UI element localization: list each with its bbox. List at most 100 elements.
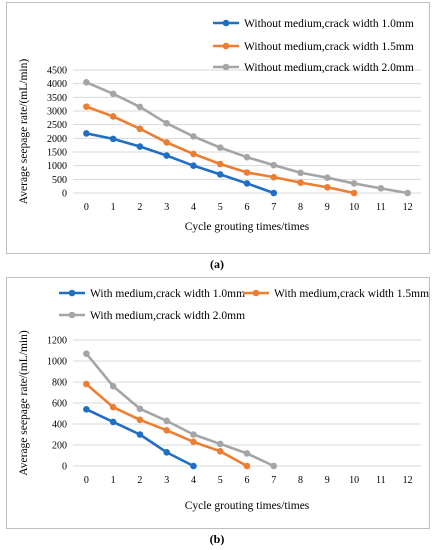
data-point xyxy=(216,440,224,448)
y-axis-title: Average seepage rate/(mL/min) xyxy=(18,330,30,476)
x-tick-label: 2 xyxy=(137,475,142,486)
x-tick-label: 10 xyxy=(349,475,359,486)
data-point xyxy=(83,350,90,357)
y-tick-label: 1000 xyxy=(47,161,67,172)
y-tick-label: 2000 xyxy=(47,134,67,145)
caption-b: (b) xyxy=(209,532,225,546)
data-point xyxy=(83,79,90,86)
data-point xyxy=(136,143,144,150)
data-point xyxy=(136,125,144,133)
data-point xyxy=(136,405,144,413)
data-point xyxy=(243,169,251,176)
data-point xyxy=(270,161,278,169)
x-tick-label: 12 xyxy=(403,475,413,486)
series-line-1 xyxy=(85,132,276,195)
y-tick-label: 800 xyxy=(52,378,67,389)
x-tick-label: 1 xyxy=(111,202,116,213)
data-point xyxy=(163,139,170,146)
data-point xyxy=(377,185,385,192)
data-point xyxy=(163,427,170,434)
data-point xyxy=(163,152,170,159)
data-point xyxy=(109,113,117,120)
data-point xyxy=(270,173,278,181)
data-point xyxy=(216,160,224,168)
data-point xyxy=(83,406,90,413)
data-point xyxy=(109,135,117,143)
data-point xyxy=(190,438,197,446)
x-tick-label: 9 xyxy=(325,202,330,213)
data-point xyxy=(216,171,224,178)
x-tick-label: 12 xyxy=(403,202,413,213)
data-point xyxy=(136,103,144,111)
data-point xyxy=(297,179,304,186)
y-axis-title: Average seepage rate/(mL/min) xyxy=(18,59,30,205)
data-point xyxy=(136,431,144,438)
data-point xyxy=(109,382,117,390)
y-tick-label: 400 xyxy=(52,420,67,431)
data-point xyxy=(163,449,170,456)
legend-label: Without medium,crack width 1.5mm xyxy=(244,41,414,53)
data-point xyxy=(404,189,411,197)
data-point xyxy=(243,180,251,187)
y-tick-label: 1500 xyxy=(47,148,67,159)
x-tick-label: 4 xyxy=(191,475,196,486)
data-point xyxy=(83,103,90,110)
y-tick-label: 1000 xyxy=(47,357,67,368)
legend-swatch-marker xyxy=(222,19,230,27)
y-tick-label: 1200 xyxy=(47,336,67,347)
chart-panel-a: 0 500 1000 1500 2000 2500 3000 3500 4000 4500 0 1 2 3… xyxy=(6,2,430,254)
x-tick-label: 8 xyxy=(298,202,303,213)
x-tick-label: 5 xyxy=(218,475,223,486)
legend-label: With medium,crack width 2.0mm xyxy=(90,310,245,322)
data-point xyxy=(243,153,251,161)
legend-swatch-marker xyxy=(222,42,230,50)
y-tick-label: 4500 xyxy=(47,66,67,77)
data-point xyxy=(324,174,331,181)
legend-label: Without medium,crack width 1.0mm xyxy=(244,18,414,30)
legend-swatch-marker xyxy=(68,311,76,319)
data-point xyxy=(216,144,224,151)
data-point xyxy=(270,462,278,470)
y-tick-label: 200 xyxy=(52,441,67,452)
x-tick-label: 2 xyxy=(137,202,142,213)
data-point xyxy=(83,380,90,388)
data-point xyxy=(324,183,331,191)
x-tick-label: 5 xyxy=(218,202,223,213)
legend-swatch-marker xyxy=(68,289,76,297)
caption-a: (a) xyxy=(210,257,224,271)
data-point xyxy=(190,150,197,158)
x-tick-label: 11 xyxy=(376,475,386,486)
y-tick-label: 600 xyxy=(52,399,67,410)
legend-label: Without medium,crack width 2.0mm xyxy=(244,62,414,74)
y-tick-label: 2500 xyxy=(47,120,67,131)
x-tick-label: 11 xyxy=(376,202,386,213)
x-tick-label: 0 xyxy=(84,475,89,486)
y-tick-label: 3500 xyxy=(47,93,67,104)
data-point xyxy=(136,416,144,424)
legend-label: With medium,crack width 1.5mm xyxy=(274,288,429,300)
legend-swatch-marker xyxy=(222,63,230,71)
data-point xyxy=(109,90,117,98)
data-point xyxy=(190,133,197,140)
data-point xyxy=(243,462,251,470)
data-point xyxy=(109,418,117,426)
data-point xyxy=(216,448,224,455)
x-tick-label: 9 xyxy=(325,475,330,486)
y-tick-label: 4000 xyxy=(47,79,67,90)
data-point xyxy=(109,403,117,411)
data-point xyxy=(190,431,197,438)
y-tick-label: 500 xyxy=(52,175,67,186)
x-tick-label: 3 xyxy=(164,475,169,486)
chart-panel-b: 0 200 400 600 800 1000 1200 0 1 2 3 4 5 6 7 8 9 10 11 12 Cyc… xyxy=(6,277,430,529)
x-tick-label: 7 xyxy=(271,202,276,213)
data-point xyxy=(163,120,170,127)
x-tick-label: 8 xyxy=(298,475,303,486)
data-point xyxy=(350,180,358,187)
y-tick-label: 0 xyxy=(62,189,67,200)
data-point xyxy=(350,189,358,197)
data-point xyxy=(190,162,197,169)
x-tick-label: 10 xyxy=(349,202,359,213)
legend-label: With medium,crack width 1.0mm xyxy=(90,288,245,300)
